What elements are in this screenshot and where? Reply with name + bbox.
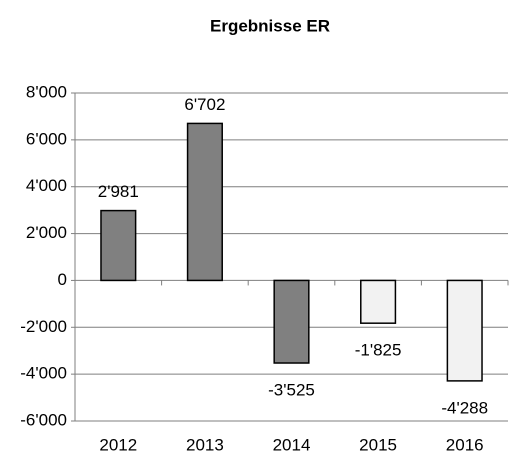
x-tick-label: 2012 xyxy=(99,435,137,454)
x-tick-label: 2013 xyxy=(186,435,224,454)
x-tick-label: 2015 xyxy=(359,435,397,454)
x-tick-label: 2014 xyxy=(273,435,311,454)
y-tick-label: 4'000 xyxy=(26,176,67,195)
data-label: 6'702 xyxy=(184,95,225,114)
bar xyxy=(446,279,483,382)
y-tick-label: -4'000 xyxy=(20,364,67,383)
bar xyxy=(100,209,137,282)
bar xyxy=(360,279,397,324)
chart-title: Ergebnisse ER xyxy=(210,16,330,35)
y-tick-label: 0 xyxy=(58,270,67,289)
x-tick-label: 2016 xyxy=(446,435,484,454)
bar xyxy=(186,122,223,282)
y-tick-label: 2'000 xyxy=(26,223,67,242)
y-tick-label: -6'000 xyxy=(20,410,67,429)
data-label: -4'288 xyxy=(441,398,488,417)
y-tick-label: 6'000 xyxy=(26,129,67,148)
y-tick-label: 8'000 xyxy=(26,82,67,101)
y-tick-label: -2'000 xyxy=(20,317,67,336)
data-label: -3'525 xyxy=(268,380,315,399)
data-label: 2'981 xyxy=(98,182,139,201)
data-label: -1'825 xyxy=(355,341,402,360)
bar xyxy=(273,279,310,364)
